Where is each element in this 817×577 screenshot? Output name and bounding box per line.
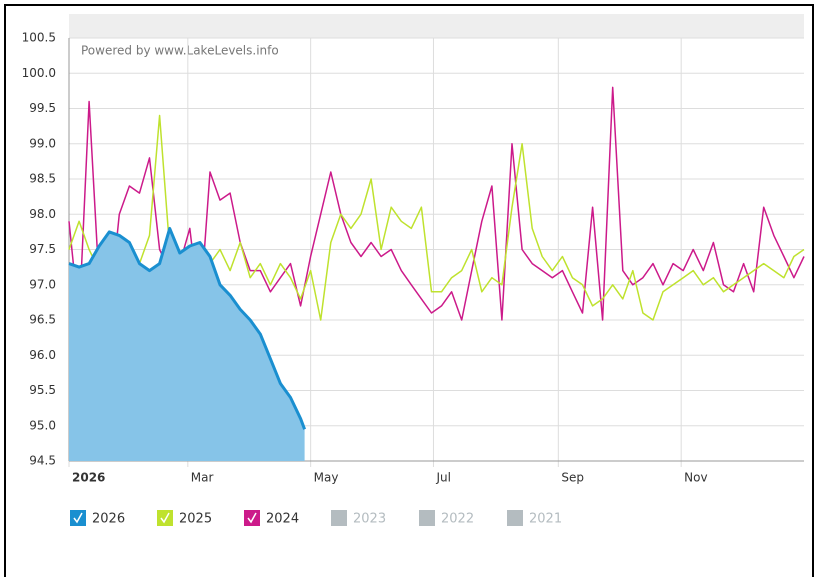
legend-label: 2025 xyxy=(179,512,212,527)
y-tick-label: 97.0 xyxy=(29,277,56,291)
legend-label: 2023 xyxy=(353,512,386,527)
watermark: Powered by www.LakeLevels.info xyxy=(81,44,279,58)
y-tick-label: 97.5 xyxy=(29,242,56,256)
y-tick-label: 100.0 xyxy=(22,66,56,80)
legend-label: 2022 xyxy=(441,512,474,527)
legend-label: 2026 xyxy=(92,512,125,527)
legend-checkbox[interactable] xyxy=(70,510,86,526)
y-tick-label: 99.0 xyxy=(29,136,56,150)
legend-check xyxy=(247,512,257,524)
frame xyxy=(4,4,814,577)
x-tick-label: May xyxy=(314,471,339,485)
legend-label: 2024 xyxy=(266,512,299,527)
line xyxy=(68,86,805,321)
legend-checkbox[interactable] xyxy=(507,510,523,526)
y-tick-label: 96.0 xyxy=(29,348,56,362)
y-tick-label: 95.5 xyxy=(29,383,56,397)
y-tick-label: 95.0 xyxy=(29,418,56,432)
legend-check xyxy=(160,512,170,524)
legend-checkbox[interactable] xyxy=(157,510,173,526)
legend-label: 2021 xyxy=(529,512,562,527)
x-tick-label: Sep xyxy=(561,471,584,485)
x-tick-label: Mar xyxy=(191,471,214,485)
x-tick-label: Nov xyxy=(684,471,707,485)
line xyxy=(68,226,307,430)
area xyxy=(69,228,305,461)
y-tick-label: 98.5 xyxy=(29,172,56,186)
header-band xyxy=(69,14,804,38)
y-tick-label: 98.0 xyxy=(29,207,56,221)
y-tick-label: 99.5 xyxy=(29,101,56,115)
y-tick-label: 100.5 xyxy=(22,31,56,45)
y-tick-label: 96.5 xyxy=(29,313,56,327)
legend-checkbox[interactable] xyxy=(419,510,435,526)
legend-check xyxy=(73,512,83,524)
legend-checkbox[interactable] xyxy=(244,510,260,526)
legend-checkbox[interactable] xyxy=(331,510,347,526)
x-tick-label: Jul xyxy=(435,471,450,485)
x-tick-label: 2026 xyxy=(72,471,105,485)
y-tick-label: 94.5 xyxy=(29,454,56,468)
